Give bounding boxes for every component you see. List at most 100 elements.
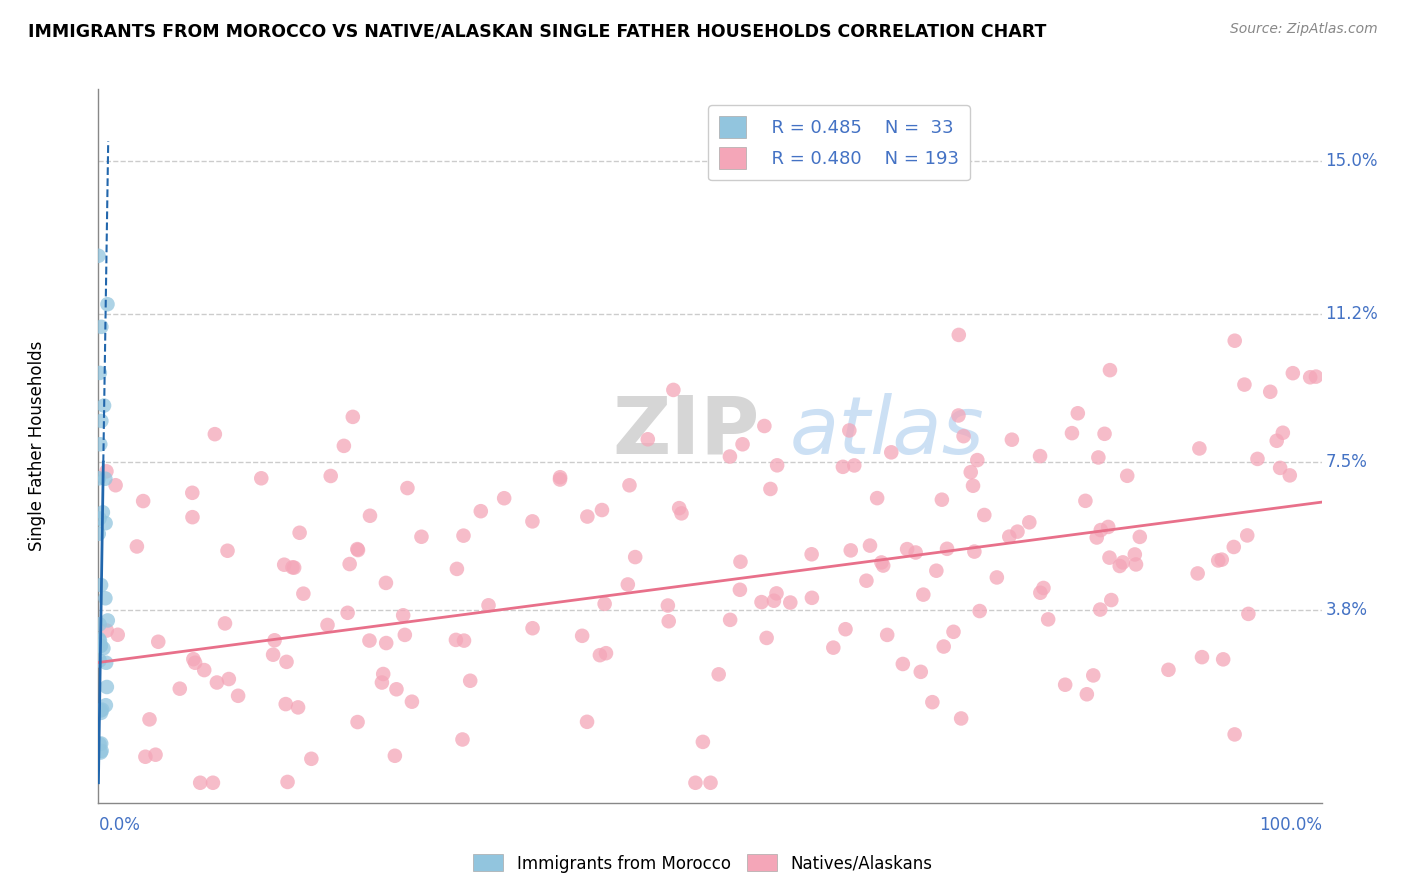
Point	[718, 613, 741, 627]
Point	[948, 409, 970, 423]
Point	[451, 732, 474, 747]
Point	[359, 508, 381, 523]
Point	[90, 578, 112, 592]
Point	[283, 560, 305, 574]
Point	[1090, 523, 1112, 537]
Point	[193, 663, 215, 677]
Text: 0.0%: 0.0%	[98, 815, 141, 834]
Point	[347, 543, 370, 558]
Point	[89, 366, 111, 380]
Point	[699, 776, 721, 790]
Point	[755, 631, 778, 645]
Point	[800, 547, 823, 561]
Point	[966, 453, 988, 467]
Point	[1001, 433, 1024, 447]
Point	[218, 672, 240, 686]
Point	[181, 510, 204, 524]
Point	[959, 465, 981, 479]
Point	[477, 599, 499, 613]
Point	[281, 560, 304, 574]
Point	[948, 327, 970, 342]
Point	[87, 249, 110, 263]
Point	[148, 634, 170, 648]
Point	[1054, 678, 1077, 692]
Point	[132, 494, 155, 508]
Point	[94, 656, 117, 670]
Point	[1187, 566, 1209, 581]
Point	[91, 703, 114, 717]
Point	[1032, 581, 1054, 595]
Point	[1085, 531, 1108, 545]
Point	[90, 744, 112, 758]
Point	[1108, 558, 1130, 573]
Point	[718, 450, 741, 464]
Point	[576, 714, 599, 729]
Point	[657, 599, 679, 613]
Point	[800, 591, 823, 605]
Point	[1098, 363, 1121, 377]
Point	[104, 478, 127, 492]
Text: Source: ZipAtlas.com: Source: ZipAtlas.com	[1230, 22, 1378, 37]
Point	[470, 504, 492, 518]
Point	[707, 667, 730, 681]
Point	[751, 595, 773, 609]
Point	[385, 682, 408, 697]
Point	[93, 399, 115, 413]
Point	[548, 470, 571, 484]
Point	[90, 746, 112, 760]
Point	[89, 633, 111, 648]
Point	[595, 646, 617, 660]
Point	[1036, 612, 1059, 626]
Legend:   R = 0.485    N =  33,   R = 0.480    N = 193: R = 0.485 N = 33, R = 0.480 N = 193	[707, 105, 970, 180]
Point	[1125, 558, 1147, 572]
Point	[96, 680, 118, 694]
Point	[1099, 593, 1122, 607]
Point	[754, 419, 776, 434]
Point	[1123, 548, 1146, 562]
Point	[93, 641, 115, 656]
Point	[346, 542, 368, 557]
Point	[94, 472, 117, 486]
Point	[359, 633, 381, 648]
Point	[962, 479, 984, 493]
Point	[1067, 406, 1090, 420]
Point	[662, 383, 685, 397]
Point	[94, 591, 117, 606]
Point	[932, 640, 955, 654]
Point	[692, 735, 714, 749]
Point	[97, 614, 120, 628]
Point	[1212, 652, 1234, 666]
Point	[931, 492, 953, 507]
Point	[593, 597, 616, 611]
Point	[671, 507, 693, 521]
Point	[453, 633, 475, 648]
Point	[765, 586, 787, 600]
Point	[87, 471, 110, 485]
Point	[134, 749, 156, 764]
Point	[89, 737, 111, 751]
Text: 11.2%: 11.2%	[1326, 305, 1378, 323]
Point	[217, 543, 239, 558]
Text: 15.0%: 15.0%	[1326, 153, 1378, 170]
Point	[316, 618, 339, 632]
Point	[90, 639, 112, 653]
Point	[731, 437, 754, 451]
Point	[891, 657, 914, 671]
Point	[91, 505, 114, 519]
Point	[384, 748, 406, 763]
Point	[1076, 687, 1098, 701]
Point	[1007, 524, 1029, 539]
Point	[870, 556, 893, 570]
Point	[1237, 607, 1260, 621]
Text: 3.8%: 3.8%	[1326, 601, 1367, 619]
Point	[576, 509, 599, 524]
Point	[201, 776, 224, 790]
Point	[619, 478, 641, 492]
Point	[184, 656, 207, 670]
Point	[276, 655, 298, 669]
Point	[1265, 434, 1288, 448]
Point	[1129, 530, 1152, 544]
Point	[1094, 426, 1116, 441]
Point	[969, 604, 991, 618]
Point	[1074, 493, 1097, 508]
